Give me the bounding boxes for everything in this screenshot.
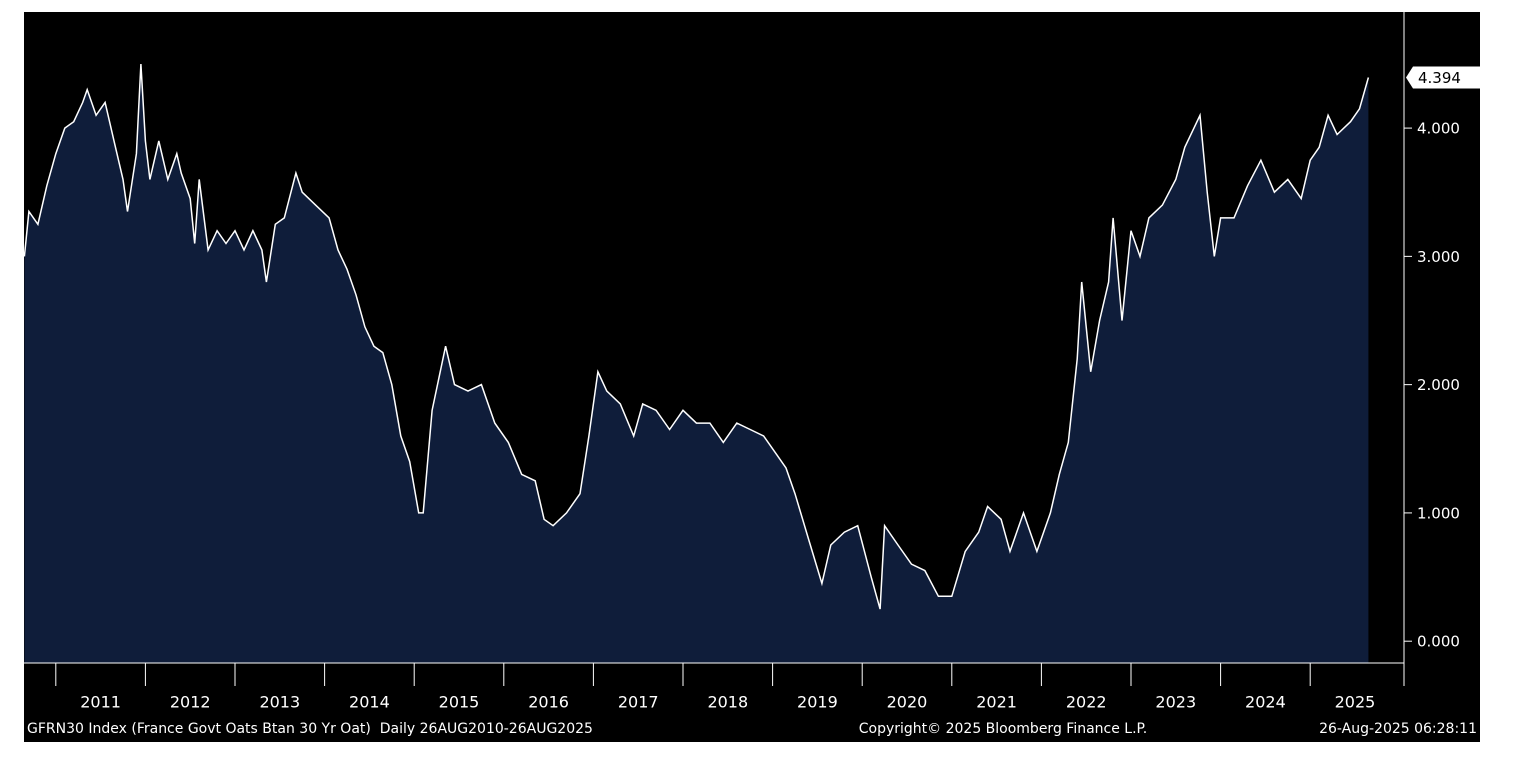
x-tick-label: 2025 <box>1335 693 1376 712</box>
x-tick-label: 2022 <box>1066 693 1107 712</box>
x-tick-label: 2020 <box>887 693 928 712</box>
y-tick-label: 2.000 <box>1417 376 1460 394</box>
footer-center: Copyright© 2025 Bloomberg Finance L.P. <box>859 721 1148 737</box>
y-tick-label: 0.000 <box>1417 633 1460 651</box>
last-value-box <box>1406 66 1480 89</box>
x-tick-label: 2021 <box>976 693 1017 712</box>
x-tick-label: 2013 <box>259 693 300 712</box>
x-tick-label: 2016 <box>528 693 569 712</box>
footer-right: 26-Aug-2025 06:28:11 <box>1319 721 1477 737</box>
x-tick-label: 2018 <box>707 693 748 712</box>
line <box>23 63 1370 610</box>
y-tick-label: 4.000 <box>1417 120 1460 138</box>
x-tick-label: 2015 <box>439 693 480 712</box>
x-tick-label: 2011 <box>80 693 121 712</box>
x-tick-label: 2017 <box>618 693 659 712</box>
x-tick-label: 2024 <box>1245 693 1286 712</box>
x-tick-label: 2012 <box>170 693 211 712</box>
x-tick-label: 2019 <box>797 693 838 712</box>
y-tick-label: 1.000 <box>1417 504 1460 522</box>
x-tick-label: 2023 <box>1155 693 1196 712</box>
y-tick-label: 3.000 <box>1417 248 1460 266</box>
x-tick-label: 2014 <box>349 693 390 712</box>
last-value-label: 4.394 <box>1418 69 1461 87</box>
footer-left: GFRN30 Index (France Govt Oats Btan 30 Y… <box>27 721 593 737</box>
area <box>24 64 1369 663</box>
